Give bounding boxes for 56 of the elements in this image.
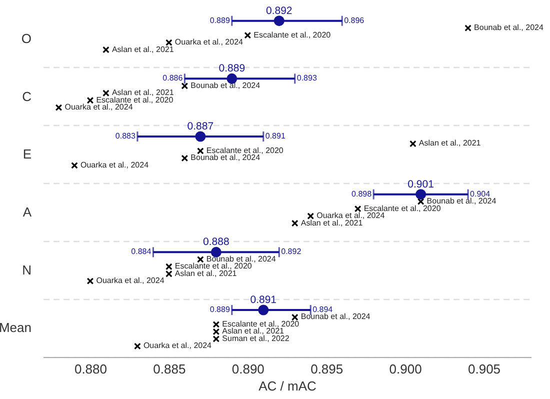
y-tick-label: E [22, 146, 32, 162]
text: Escalante et al., 2020 [174, 262, 252, 271]
text: Ouarka et al., 2024 [174, 38, 243, 47]
series-label: Escalante et al., 2020 [364, 204, 442, 213]
y-tick-label: A [22, 204, 32, 220]
x-tick-label: 0.880 [74, 362, 107, 376]
text: Aslan et al., 2021 [418, 138, 481, 148]
annotation: 0.898 [352, 189, 372, 198]
text: Aslan et al., 2021 [112, 44, 174, 54]
data-label: 0.901 [408, 178, 434, 190]
text: Escalante et al., 2020 [222, 319, 300, 328]
y-tick-label: N [22, 262, 32, 278]
text: Bounab et al., 2024 [190, 153, 260, 162]
text: Aslan et al., 2021 [112, 88, 174, 98]
text: Ouarka et al., 2024 [143, 341, 212, 350]
annotation: 0.896 [344, 16, 365, 25]
series-label: Bounab et al., 2024 [474, 23, 544, 32]
x-tick-label: 0.895 [310, 362, 344, 376]
data-label: 0.887 [187, 120, 214, 133]
series-label: Suman et al., 2022 [222, 334, 290, 343]
data-label: 0.889 [218, 62, 246, 75]
annotation: 0.889 [210, 16, 230, 25]
x-tick-label: 0.890 [232, 362, 264, 376]
text: Aslan et al., 2021 [222, 326, 284, 336]
annotation: 0.892 [281, 247, 302, 256]
annotation: 0.884 [131, 247, 152, 256]
annotation: 0.886 [162, 74, 184, 83]
text: Bounab et al., 2024 [206, 254, 276, 264]
annotation: 0.891 [265, 132, 286, 141]
annotation: 0.893 [296, 74, 318, 83]
text: Bounab et al., 2024 [426, 196, 496, 206]
y-tick-label: O [21, 30, 32, 46]
text: Escalante et al., 2020 [96, 95, 174, 104]
series-label: Aslan et al., 2021 [174, 268, 238, 278]
text: Bounab et al., 2024 [300, 312, 370, 322]
x-tick-label: 0.885 [153, 362, 186, 376]
text: Ouarka et al., 2024 [80, 160, 149, 170]
text: Escalante et al., 2020 [254, 30, 331, 40]
annotation: 0.883 [115, 132, 136, 141]
text: Ouarka et al., 2024 [96, 276, 164, 286]
data-label: 0.888 [203, 236, 230, 248]
y-tick-label: Mean [0, 320, 32, 336]
series-label: Ouarka et al., 2024 [64, 102, 134, 112]
x-tick-label: 0.905 [468, 362, 501, 376]
y-tick-label: C [22, 88, 32, 104]
data-label: 0.891 [250, 294, 277, 306]
text: Bounab et al., 2024 [190, 80, 260, 90]
annotation: 0.894 [312, 305, 334, 314]
annotation: 0.889 [210, 305, 230, 314]
text: Escalante et al., 2020 [206, 146, 284, 155]
x-tick-label: 0.900 [389, 362, 422, 376]
text: Aslan et al., 2021 [300, 218, 363, 228]
annotation: 0.904 [470, 189, 491, 198]
text: Ouarka et al., 2024 [316, 211, 385, 220]
x-axis-title: AC / mAC [258, 378, 316, 394]
data-label: 0.892 [266, 4, 292, 17]
